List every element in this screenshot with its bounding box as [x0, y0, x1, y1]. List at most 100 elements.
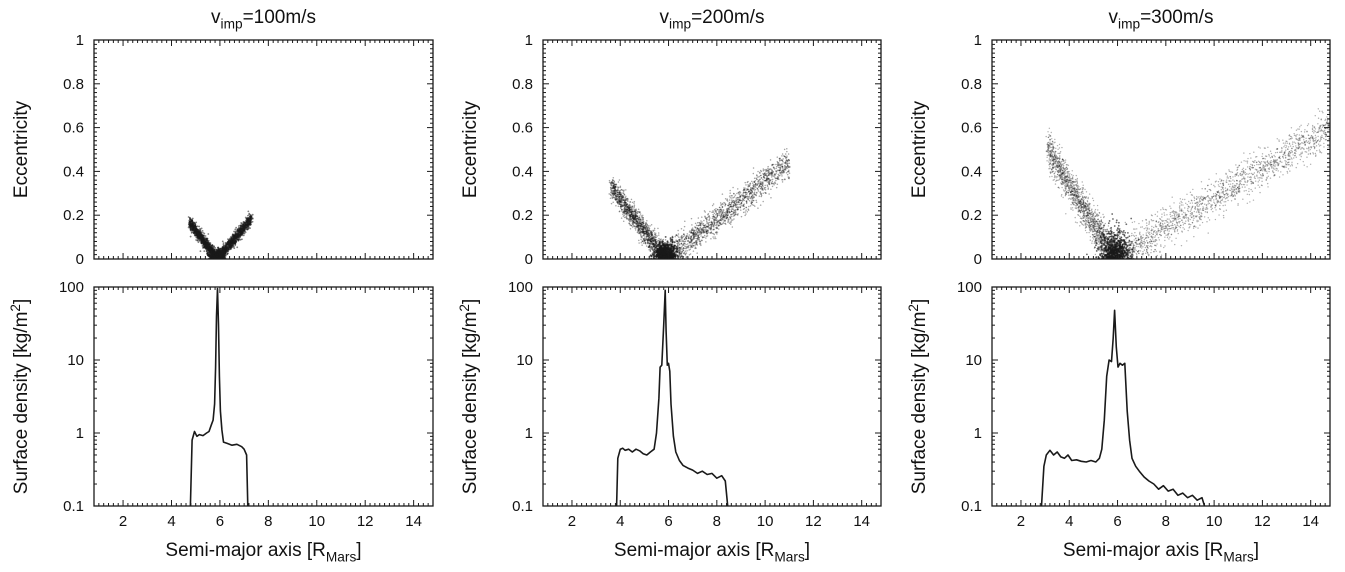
scatter-point	[647, 237, 650, 239]
scatter-point	[635, 215, 637, 217]
scatter-point	[617, 196, 620, 199]
scatter-point	[645, 230, 647, 233]
scatter-point	[612, 192, 614, 194]
scatter-point	[657, 227, 659, 230]
scatter-point	[613, 184, 616, 186]
scatter-point	[612, 182, 614, 184]
scatter-point	[624, 204, 626, 206]
scatter-point	[193, 221, 196, 224]
scatter-point	[240, 225, 243, 228]
scatter-point	[651, 242, 654, 245]
scatter-point	[651, 237, 653, 239]
scatter-point	[654, 239, 657, 242]
scatter-point	[650, 240, 652, 243]
scatter-point	[198, 238, 201, 241]
scatter-point	[618, 203, 621, 205]
scatter-point	[623, 192, 625, 195]
scatter-point	[627, 212, 630, 215]
scatter-point	[624, 199, 627, 202]
scatter-point	[195, 239, 198, 241]
scatter-point	[626, 217, 628, 220]
scatter-point	[641, 219, 643, 222]
scatter-point	[610, 187, 612, 189]
scatter-point	[748, 205, 750, 208]
scatter-point	[645, 245, 648, 247]
scatter-point	[642, 221, 644, 223]
scatter-point	[628, 206, 631, 208]
scatter-point	[647, 242, 649, 245]
scatter-point	[626, 215, 628, 217]
scatter-point	[613, 193, 615, 196]
scatter-point	[248, 219, 251, 222]
scatter-point	[642, 218, 644, 221]
scatter-point	[195, 236, 198, 239]
scatter-point	[623, 207, 626, 209]
scatter-point	[245, 220, 248, 223]
scatter-point	[630, 213, 633, 216]
scatter-point	[609, 197, 612, 199]
scatter-point	[614, 185, 616, 188]
scatter-point	[644, 228, 647, 231]
scatter-point	[647, 238, 650, 240]
scatter-point	[649, 250, 652, 253]
scatter-point	[207, 254, 210, 257]
scatter-point	[653, 248, 656, 251]
scatter-point	[654, 243, 656, 246]
scatter-point	[641, 240, 644, 242]
scatter-point	[637, 228, 640, 230]
scatter-point	[638, 225, 640, 228]
scatter-point	[628, 218, 631, 220]
scatter-point	[223, 251, 226, 254]
scatter-point	[645, 238, 648, 241]
scatter-point	[647, 229, 650, 232]
scatter-point	[613, 187, 615, 190]
scatter-point	[639, 227, 641, 230]
scatter-point	[631, 201, 634, 204]
scatter-point	[638, 217, 640, 219]
scatter-point	[620, 199, 622, 202]
scatter-point	[640, 228, 643, 230]
scatter-point	[625, 216, 627, 218]
scatter-point	[615, 190, 618, 192]
scatter-point	[630, 225, 633, 227]
scatter-point	[617, 192, 619, 194]
scatter-point	[620, 198, 622, 200]
scatter-point	[680, 228, 683, 230]
y-ticks	[94, 289, 433, 507]
scatter-point	[202, 235, 205, 237]
scatter-point	[635, 213, 637, 216]
y-tick-label: 0.4	[63, 163, 84, 180]
scatter-point	[232, 234, 235, 236]
scatter-point	[730, 209, 733, 211]
scatter-point	[617, 203, 620, 205]
scatter-point	[654, 245, 656, 247]
scatter-point	[623, 199, 626, 201]
scatter-point	[655, 241, 657, 244]
scatter-point	[639, 218, 641, 221]
scatter-point	[612, 196, 615, 199]
scatter-point	[192, 228, 194, 231]
scatter-point	[625, 204, 627, 206]
scatter-point	[644, 222, 647, 224]
scatter-point	[650, 231, 652, 233]
scatter-point	[644, 227, 646, 229]
scatter-point	[654, 238, 656, 241]
scatter-point	[617, 205, 620, 207]
scatter-point	[639, 219, 641, 222]
scatter-point	[644, 226, 646, 229]
scatter-point	[707, 213, 709, 216]
scatter-point	[628, 215, 631, 218]
scatter-point	[628, 207, 631, 210]
scatter-point	[650, 243, 653, 245]
scatter-point	[633, 204, 636, 206]
scatter-point	[651, 240, 653, 243]
scatter-point	[635, 217, 637, 220]
scatter-point	[648, 242, 650, 245]
scatter-point	[622, 190, 625, 193]
scatter-point	[642, 226, 645, 229]
x-ticks	[93, 287, 434, 506]
scatter-point	[646, 238, 649, 240]
scatter-point	[614, 189, 616, 191]
scatter-point	[648, 233, 651, 235]
scatter-point	[643, 232, 646, 234]
